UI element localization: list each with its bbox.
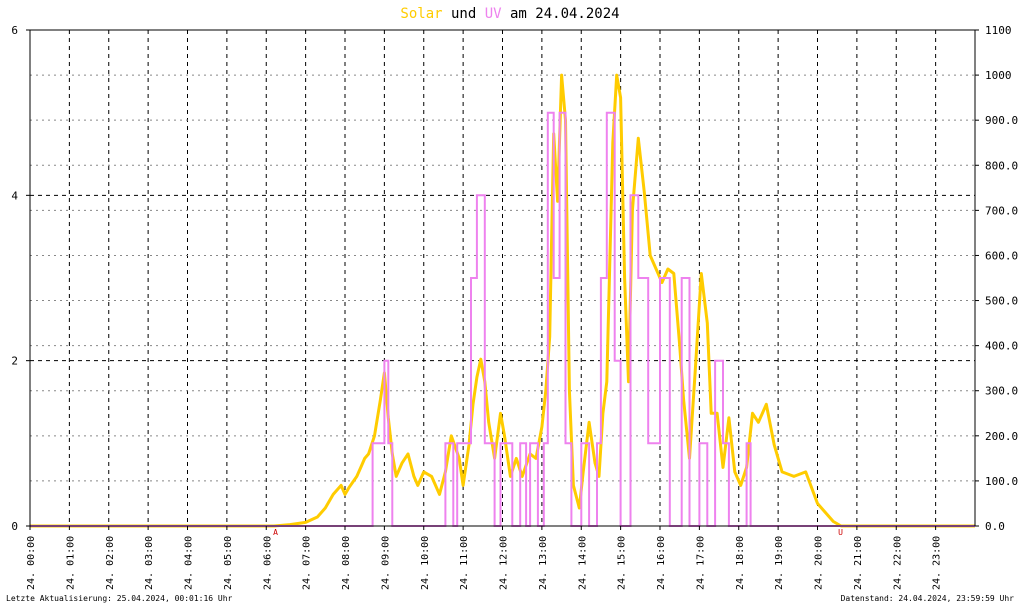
x-tick-label: 24. 16:00 [656,536,667,590]
x-tick-label: 24. 11:00 [459,536,470,590]
y-right-tick-label: 900.0 [985,114,1018,127]
sunrise-marker: A [273,528,278,537]
axes: 24. 00:00 24. 01:00 24. 02:00 24. 03:00 24. … [11,24,1018,590]
x-tick-label: 24. 13:00 [538,536,549,590]
x-tick-label: 24. 01:00 [65,536,76,590]
x-tick-label: 24. 12:00 [499,536,510,590]
y-right-tick-label: 400.0 [985,340,1018,353]
grid [30,30,975,526]
y-right-tick-label: 100.0 [985,475,1018,488]
x-tick-label: 24. 03:00 [144,536,155,590]
x-tick-label: 24. 22:00 [892,536,903,590]
title-solar: Solar [400,6,442,22]
x-tick-label: 24. 18:00 [735,536,746,590]
title-uv: UV [485,6,502,22]
x-tick-label: 24. 19:00 [774,536,785,590]
x-tick-label: 24. 08:00 [341,536,352,590]
x-tick-label: 24. 07:00 [302,536,313,590]
y-right-tick-label: 300.0 [985,385,1018,398]
y-right-tick-label: 700.0 [985,204,1018,217]
y-left-tick-label: 0 [11,520,18,533]
x-tick-label: 24. 21:00 [853,536,864,590]
y-right-tick-label: 800.0 [985,159,1018,172]
x-tick-label: 24. 20:00 [814,536,825,590]
y-right-tick-label: 1000 [985,69,1012,82]
y-right-tick-label: 500.0 [985,295,1018,308]
solar-line [30,73,975,528]
x-tick-label: 24. 17:00 [695,536,706,590]
x-tick-label: 24. 06:00 [262,536,273,590]
plot-frame [29,29,976,527]
x-tick-label: 24. 02:00 [105,536,116,590]
x-tick-label: 24. 00:00 [26,536,37,590]
x-tick-label: 24. 05:00 [223,536,234,590]
y-right-tick-label: 1100 [985,24,1012,37]
y-left-tick-label: 4 [11,189,18,202]
y-right-tick-label: 0.0 [985,520,1005,533]
x-tick-label: 24. 14:00 [577,536,588,590]
title-und: und [443,6,485,22]
solar-series [30,73,975,528]
chart-title: Solar und UV am 24.04.2024 [400,6,619,22]
sunset-marker: U [838,528,843,537]
x-tick-label: 24. 23:00 [932,536,943,590]
y-right-tick-label: 600.0 [985,249,1018,262]
x-tick-label: 24. 09:00 [380,536,391,590]
y-right-tick-label: 200.0 [985,430,1018,443]
x-tick-label: 24. 15:00 [617,536,628,590]
y-left-tick-label: 2 [11,355,18,368]
footer-last-update: Letzte Aktualisierung: 25.04.2024, 00:01… [6,594,233,603]
x-tick-label: 24. 04:00 [184,536,195,590]
footer-data-status: Datenstand: 24.04.2024, 23:59:59 Uhr [841,594,1015,603]
x-tick-label: 24. 10:00 [420,536,431,590]
y-left-tick-label: 6 [11,24,18,37]
title-date: am 24.04.2024 [502,6,620,22]
